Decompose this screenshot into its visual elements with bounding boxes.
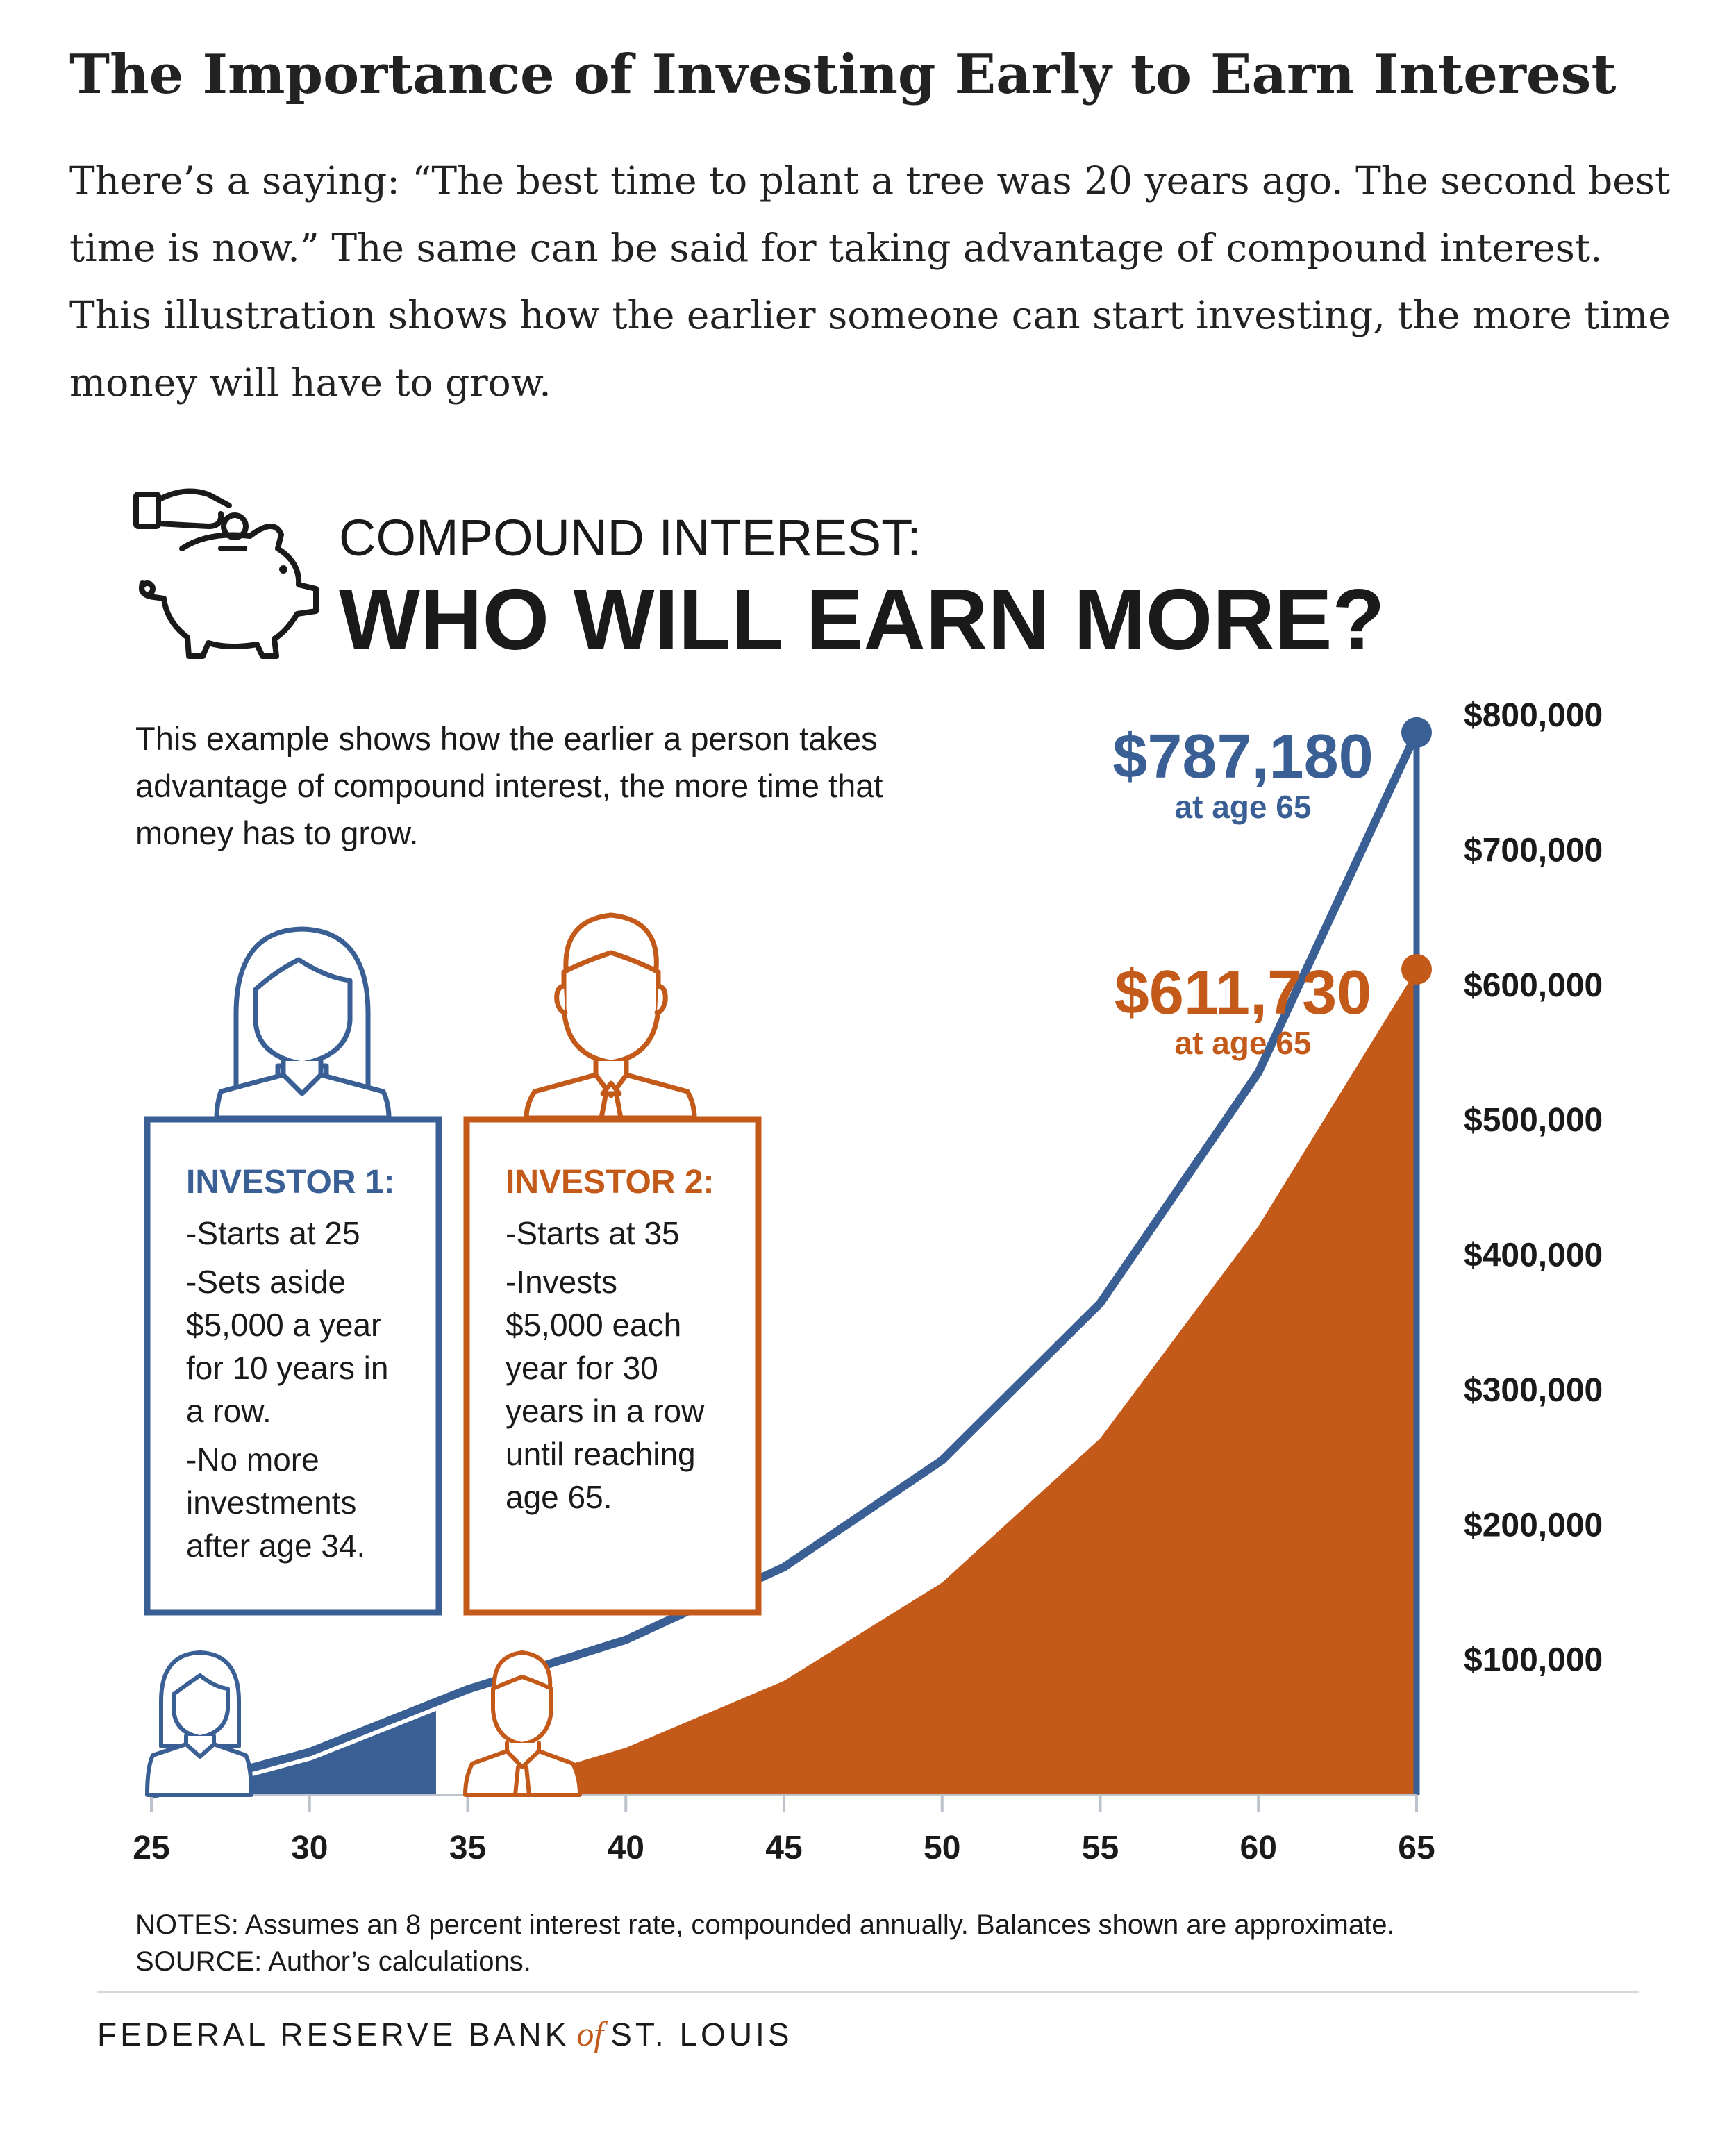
hand-coin-piggy-bank-icon (133, 488, 319, 659)
x-tick-label: 65 (1398, 1830, 1435, 1866)
fed-logo-of: of (576, 2014, 604, 2053)
plot-lines (149, 717, 1432, 1803)
investor1-line: -Starts at 25 (186, 1215, 360, 1251)
y-tick-label: $400,000 (1464, 1237, 1603, 1274)
woman-avatar-small-icon (145, 1650, 253, 1797)
x-tick-label: 30 (291, 1830, 328, 1866)
fed-logo: FEDERAL RESERVE BANK of ST. LOUIS (97, 2014, 793, 2054)
x-tick-label: 55 (1082, 1830, 1119, 1866)
description-line-1: This example shows how the earlier a per… (135, 720, 877, 757)
callout-investor1-sub: at age 65 (1175, 789, 1312, 825)
investor2-line: year for 30 (506, 1350, 658, 1386)
investor1-heading: INVESTOR 1: (186, 1164, 395, 1201)
y-tick-label: $600,000 (1464, 967, 1603, 1004)
investor2-line: $5,000 each (506, 1307, 681, 1343)
y-tick-label: $100,000 (1464, 1642, 1603, 1679)
description-line-3: money has to grow. (135, 814, 419, 851)
x-tick-label: 40 (608, 1830, 644, 1866)
x-tick-label: 25 (133, 1830, 169, 1866)
callout-investor2-value: $611,730 (1115, 958, 1371, 1028)
investor1-line: a row. (186, 1393, 272, 1429)
y-axis-ticks: $100,000 $200,000 $300,000 $400,000 $500,000… (1464, 697, 1603, 1679)
investor1-box (144, 1116, 442, 1616)
chart-notes: NOTES: Assumes an 8 percent interest rat… (135, 1909, 1395, 1940)
investor2-line: until reaching (506, 1436, 696, 1472)
callout-investor2-sub: at age 65 (1175, 1025, 1312, 1061)
infographic-title-line1: COMPOUND INTEREST: (339, 509, 921, 567)
investor1-line (150, 730, 1421, 1799)
investor1-line: investments (186, 1485, 356, 1521)
investor1-line: -Sets aside (186, 1264, 346, 1300)
man-avatar-icon (524, 912, 697, 1121)
investor2-area (562, 969, 1417, 1795)
investor2-end-point (1401, 953, 1432, 985)
y-tick-label: $300,000 (1464, 1372, 1603, 1409)
fed-logo-left: FEDERAL RESERVE BANK (97, 2016, 570, 2053)
investor2-box (463, 1116, 762, 1616)
x-tick-label: 35 (449, 1830, 486, 1866)
investor1-end-point (1401, 717, 1432, 748)
investor1-details: -Starts at 25 -Sets aside $5,000 a year … (186, 1215, 388, 1564)
y-tick-label: $700,000 (1464, 832, 1603, 869)
x-tick-label: 50 (924, 1830, 960, 1866)
investor1-line: -No more (186, 1441, 319, 1478)
investor1-line: $5,000 a year (186, 1307, 381, 1343)
description-line-2: advantage of compound interest, the more… (135, 767, 883, 804)
infographic-title-line2: WHO WILL EARN MORE? (339, 572, 1385, 668)
y-tick-label: $500,000 (1464, 1102, 1603, 1139)
article-intro: There’s a saying: “The best time to plan… (69, 158, 1671, 405)
y-tick-label: $200,000 (1464, 1507, 1603, 1544)
investor1-line: for 10 years in (186, 1350, 388, 1386)
investor2-heading: INVESTOR 2: (506, 1164, 715, 1201)
woman-avatar-icon (214, 926, 392, 1121)
investor2-line: -Starts at 35 (506, 1215, 680, 1251)
x-tick-label: 60 (1240, 1830, 1277, 1866)
callout-investor1-value: $787,180 (1112, 722, 1373, 792)
investor2-line: years in a row (506, 1393, 705, 1429)
footer-divider (97, 1991, 1639, 1993)
man-avatar-small-icon (463, 1650, 582, 1797)
investor2-line: -Invests (506, 1264, 617, 1300)
fed-logo-right: ST. LOUIS (610, 2016, 793, 2053)
y-tick-label: $800,000 (1464, 697, 1603, 734)
x-axis-ticks: 25 30 35 40 45 50 55 60 65 (133, 1795, 1435, 1866)
investor2-line: age 65. (506, 1479, 612, 1515)
article-title: The Importance of Investing Early to Ear… (69, 43, 1617, 106)
investor2-details: -Starts at 35 -Invests $5,000 each year … (506, 1215, 705, 1515)
chart-source: SOURCE: Author’s calculations. (135, 1946, 531, 1977)
investor1-line: after age 34. (186, 1528, 365, 1564)
x-tick-label: 45 (765, 1830, 802, 1866)
